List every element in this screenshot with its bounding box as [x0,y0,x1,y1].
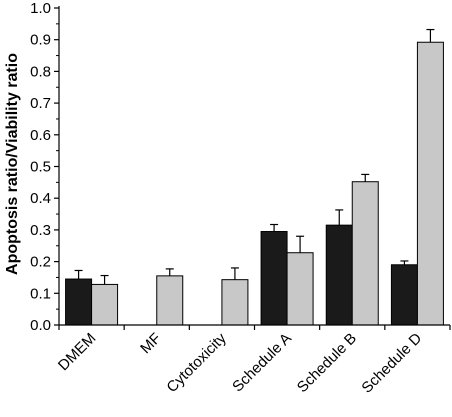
y-tick-label: 0.7 [30,95,51,112]
y-tick-label: 0.1 [30,285,51,302]
bar [221,279,249,326]
y-tick-label: 0.2 [30,254,51,271]
y-tick-label: 0.9 [30,32,51,49]
y-tick-label: 0.5 [30,159,51,176]
y-tick-label: 0.3 [30,222,51,239]
y-axis-label: Apoptosis ratio/Viability ratio [4,53,21,275]
bar [156,275,184,326]
y-tick-label: 0.0 [30,317,51,334]
bar [286,252,314,326]
x-tick-label: Cytotoxicity [163,329,230,396]
bar [351,181,379,326]
bar [416,41,444,326]
x-tick-label: Schedule A [229,330,295,396]
bars-layer [65,28,444,326]
bar [91,283,119,326]
x-tick-label: Schedule D [358,330,425,397]
y-tick-label: 0.6 [30,127,51,144]
bar [325,224,353,326]
axes-layer: 0.0 0.1 0.2 0.3 0.4 0.5 0.6 0.7 0.8 0.9 1.0 DMEM MFC… [30,0,451,397]
bar [260,230,288,326]
bar [390,264,418,326]
y-tick-label: 0.8 [30,63,51,80]
y-tick-label: 0.4 [30,190,51,207]
x-tick-label: Schedule B [294,330,360,396]
x-tick-label: MF [137,330,164,357]
x-tick-label: DMEM [55,330,99,374]
bar [65,278,93,326]
y-tick-label: 1.0 [30,0,51,17]
